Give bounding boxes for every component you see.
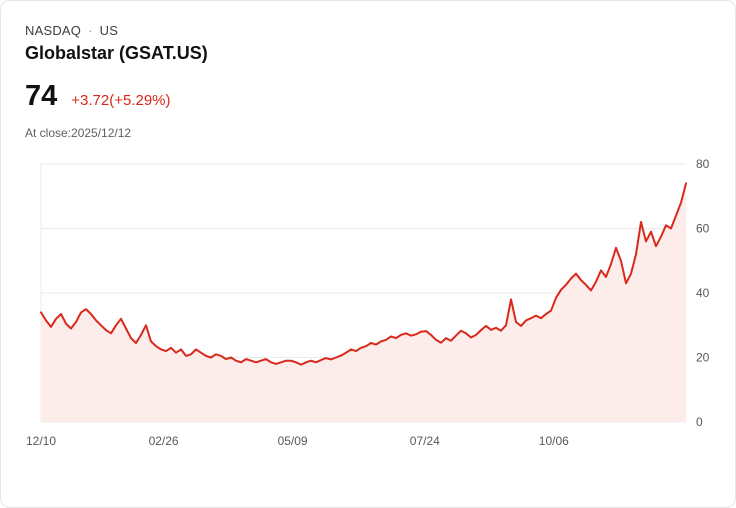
y-axis-label: 0 (696, 415, 703, 429)
x-axis-label: 07/24 (410, 434, 440, 448)
price-line (40, 182, 687, 366)
price-area (41, 183, 686, 422)
exchange-label: NASDAQ (25, 23, 82, 38)
x-axis-label: 10/06 (539, 434, 569, 448)
y-axis-label: 60 (696, 222, 710, 236)
price-row: 74 +3.72(+5.29%) (25, 82, 711, 111)
price-chart: 0 20 40 60 80 12/10 02/26 05/09 07/24 10/06 (1, 152, 735, 461)
separator-dot: · (88, 23, 93, 38)
x-axis-label: 02/26 (149, 434, 179, 448)
y-axis-label: 40 (696, 286, 710, 300)
price-change: +3.72(+5.29%) (71, 92, 171, 109)
close-time-note: At close:2025/12/12 (25, 126, 132, 140)
exchange-row: NASDAQ · US (25, 23, 711, 38)
y-axis-label: 80 (696, 157, 710, 171)
x-axis-label: 05/09 (278, 434, 308, 448)
price-value: 74 (25, 80, 58, 112)
y-axis-label: 20 (696, 351, 710, 365)
price-chart-svg: 0 20 40 60 80 12/10 02/26 05/09 07/24 10/06 (26, 157, 710, 448)
x-axis-label: 12/10 (26, 434, 56, 448)
region-label: US (99, 23, 119, 38)
stock-title: Globalstar (GSAT.US) (25, 43, 208, 63)
